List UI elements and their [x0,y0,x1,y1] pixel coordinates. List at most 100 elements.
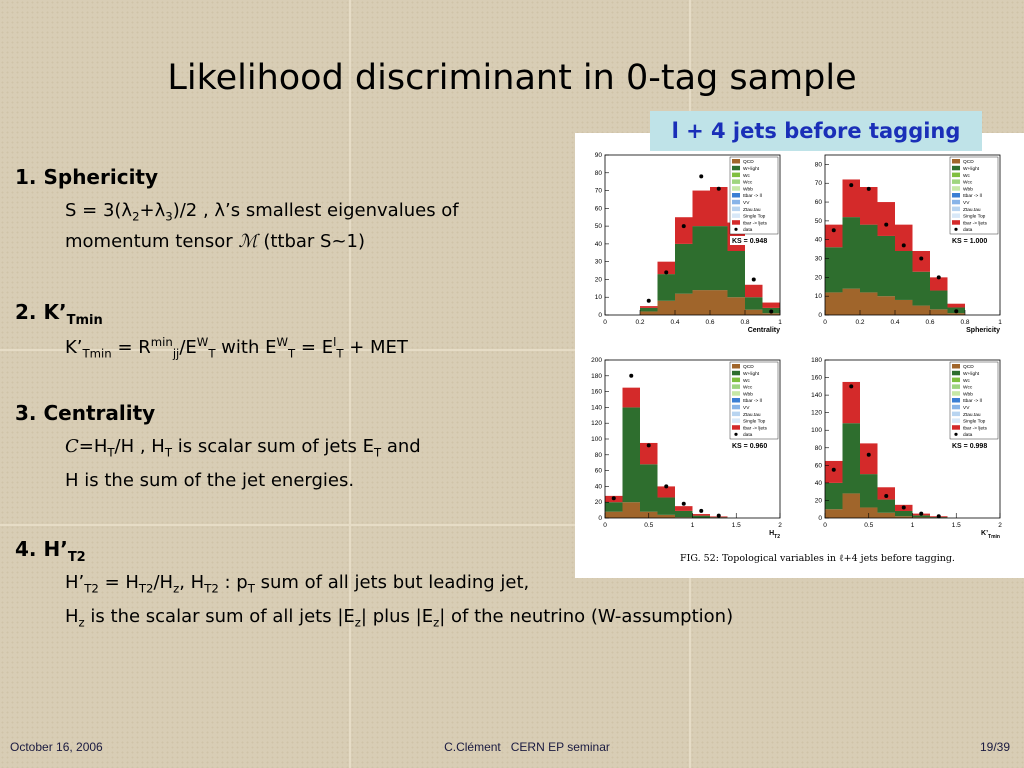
text: = H [98,572,139,593]
legend-marker [954,432,958,436]
text: H is the sum of the jet energies. [65,470,355,491]
x-tick-label: 0 [823,522,827,529]
text: K’ [65,337,83,358]
histogram-bar [877,202,895,236]
legend-label: QCD [963,159,974,165]
histogram-bar [912,271,930,306]
histogram-bar [622,387,640,408]
x-axis-label: HT2 [769,530,780,540]
legend-swatch [732,172,740,178]
y-tick-label: 50 [815,218,823,225]
subscript: T [208,346,216,361]
histogram-bar [842,288,860,315]
histogram-bar [947,303,965,308]
legend-swatch [732,391,740,396]
text: )/2 , λ’s smallest eigenvalues of [172,200,459,221]
x-tick-label: 2 [778,522,782,529]
y-tick-label: 20 [595,276,603,283]
data-point [831,467,836,472]
legend-label: Single Top [963,419,986,425]
subscript: Tmin [66,313,103,328]
ks-label: KS = 1.000 [952,238,987,245]
x-tick-label: 0.2 [635,319,644,326]
legend-label: Wbb [743,391,753,397]
data-point [936,514,941,519]
histogram-bar [692,226,710,291]
legend-label: Wcc [963,180,973,186]
histogram-bar [825,292,843,315]
item-line: momentum tensor ℳ (ttbar S~1) [65,231,365,252]
histogram-bar [640,307,658,312]
item-heading: 4. H’T2 [15,537,86,565]
legend-label: data [743,227,753,233]
bg-line [0,349,1024,351]
data-point [769,309,774,314]
histogram-bar [842,423,860,494]
histogram-bar [622,502,640,518]
data-point [901,505,906,510]
data-point [866,186,871,191]
data-point [681,501,686,506]
text: Sphericity [966,327,1000,334]
legend-swatch [952,364,960,369]
histogram-bar [675,217,693,244]
legend-label: Wcc [963,385,973,391]
x-tick-label: 0 [603,522,607,529]
y-tick-label: 40 [815,480,823,487]
legend-label: Wbb [963,186,973,192]
y-tick-label: 200 [591,357,602,364]
data-point [936,275,941,280]
x-tick-label: 0.4 [670,319,679,326]
x-tick-label: 0.6 [925,319,934,326]
text: : p [218,572,248,593]
legend-swatch [952,206,960,212]
item-line: S = 3(λ2+λ3)/2 , λ’s smallest eigenvalue… [65,200,459,224]
legend-label: data [963,227,973,233]
x-tick-label: 0.2 [855,319,864,326]
legend-label: Single Top [743,419,766,425]
histogram-bar [605,502,623,512]
data-point [884,494,889,499]
item-line: H is the sum of the jet energies. [65,470,354,491]
legend-swatch [732,364,740,369]
data-point [849,183,854,188]
y-tick-label: 40 [815,237,823,244]
tag-label: l + 4 jets before tagging [650,111,982,151]
y-tick-label: 0 [598,312,602,319]
legend-swatch [732,206,740,212]
data-point [664,270,669,275]
subscript: z [78,615,85,630]
y-tick-label: 80 [595,170,603,177]
y-tick-label: 90 [595,152,603,159]
y-tick-label: 160 [811,375,822,382]
legend-label: data [963,432,973,438]
x-tick-label: 0.5 [864,522,873,529]
subscript: T [107,445,115,460]
legend-swatch [952,425,960,430]
histogram-bar [745,309,763,315]
italic: ℳ [238,231,258,252]
legend-swatch [732,384,740,389]
text: and [381,436,421,457]
text: | plus |E [360,606,434,627]
legend-label: QCD [743,159,754,165]
histogram-bar [657,514,675,518]
legend-swatch [732,425,740,430]
histogram-bar [860,292,878,315]
subscript: jj [172,346,180,361]
legend-swatch [952,220,960,225]
histogram-bar [657,486,675,498]
legend-label: VV [743,405,750,411]
histogram-bar [640,311,658,315]
legend-swatch [952,186,960,191]
y-tick-label: 140 [591,404,602,411]
subscript: T2 [204,581,219,596]
legend-label: W+light [743,371,760,377]
item-line: C=HT/H , HT is scalar sum of jets ET and [65,436,421,460]
legend-swatch [952,213,960,218]
legend-swatch [732,213,740,218]
histogram-bar [745,284,763,298]
y-tick-label: 60 [595,468,603,475]
item-line: K’Tmin = Rminjj/EWT with EWT = ElT + MET [65,335,408,361]
legend-swatch [952,418,960,423]
